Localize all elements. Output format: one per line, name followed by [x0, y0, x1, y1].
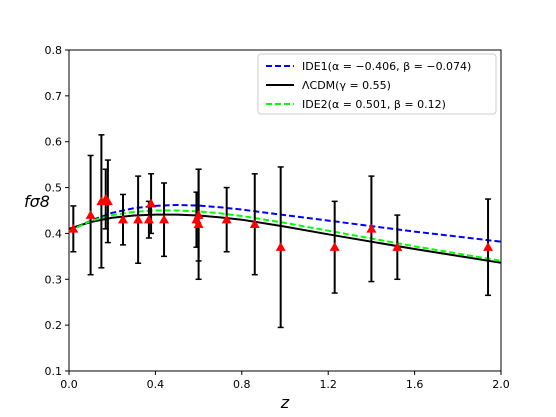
data-point-16: [329, 242, 340, 251]
x-axis-label: z: [280, 393, 290, 412]
data-point-8: [146, 198, 157, 208]
y-tick-label-7: 0.8: [45, 44, 63, 57]
data-point-15: [275, 242, 286, 251]
x-tick-label-1: 0.4: [147, 378, 165, 391]
x-tick-label-3: 1.2: [319, 378, 337, 391]
y-tick-label-1: 0.2: [45, 319, 63, 332]
series-line-1: [68, 213, 502, 264]
x-tick-label-0: 0.0: [60, 378, 78, 391]
data-point-14: [249, 219, 260, 229]
legend-label-lcdm: ΛCDM(γ = 0.55): [302, 79, 391, 92]
y-tick-label-3: 0.4: [45, 227, 63, 240]
x-tick-label-5: 2.0: [492, 378, 510, 391]
series-line-0: [68, 203, 502, 243]
data-point-0: [68, 223, 79, 233]
y-axis-ticks: 0.1 0.2 0.3 0.4 0.5 0.6 0.7 0.8: [45, 44, 69, 378]
data-point-12: [193, 219, 204, 229]
series-line-2: [68, 209, 502, 262]
legend-label-ide1: IDE1(α = −0.406, β = −0.074): [302, 60, 471, 73]
observation-markers: [68, 194, 494, 251]
y-tick-label-0: 0.1: [45, 365, 63, 378]
data-point-6: [133, 214, 144, 224]
data-point-1: [85, 210, 96, 219]
data-point-4: [102, 196, 113, 206]
y-tick-label-4: 0.5: [45, 182, 63, 195]
data-point-5: [118, 214, 128, 224]
x-axis-ticks: 0.0 0.4 0.8 1.2 1.6 2.0: [60, 371, 510, 391]
data-point-17: [366, 223, 377, 233]
x-tick-label-2: 0.8: [233, 378, 251, 391]
legend-box: [257, 53, 497, 115]
data-point-13: [221, 214, 232, 224]
y-axis-label: fσ8: [24, 192, 50, 211]
data-point-19: [483, 242, 494, 251]
data-point-11: [193, 210, 204, 219]
legend: IDE1(α = −0.406, β = −0.074) ΛCDM(γ = 0.…: [257, 53, 497, 115]
data-point-2: [96, 196, 107, 206]
x-tick-label-4: 1.6: [406, 378, 424, 391]
y-tick-label-6: 0.7: [45, 90, 63, 103]
data-point-7: [143, 214, 154, 224]
data-point-18: [392, 242, 403, 251]
y-tick-label-5: 0.6: [45, 136, 63, 149]
y-tick-label-2: 0.3: [45, 273, 63, 286]
model-curves: [68, 203, 502, 264]
data-point-9: [159, 214, 170, 224]
legend-label-ide2: IDE2(α = 0.501, β = 0.12): [302, 98, 446, 111]
